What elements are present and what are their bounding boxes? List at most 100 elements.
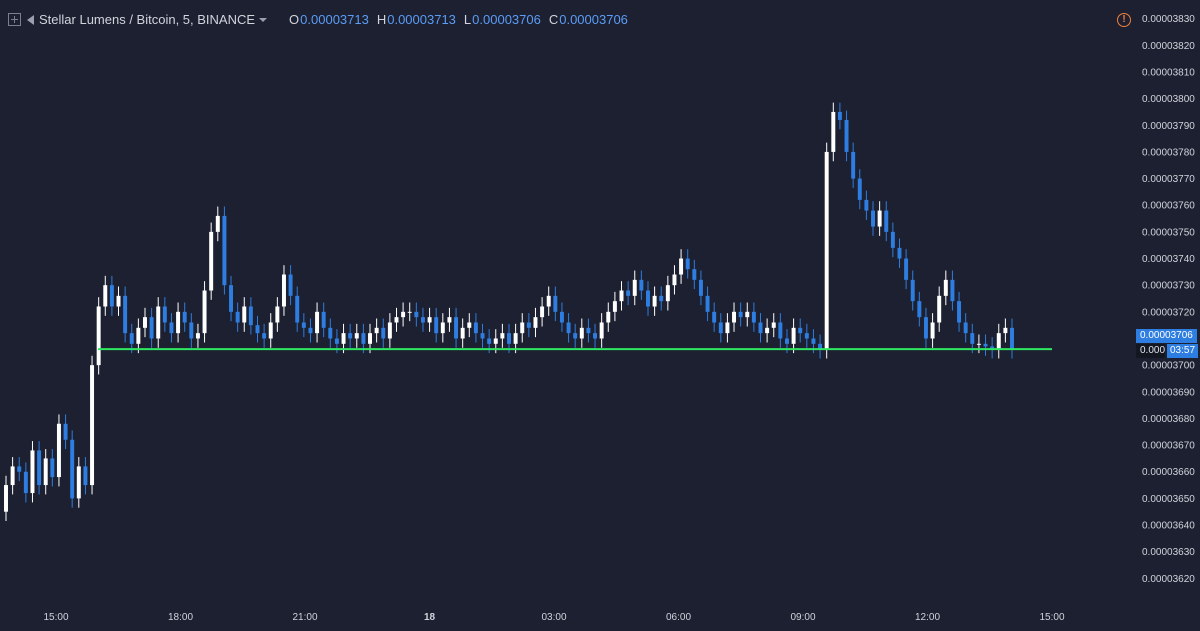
candle-up: [440, 322, 445, 334]
candle-down: [758, 322, 763, 334]
price-tick-label: 0.00003630: [1142, 547, 1195, 558]
candle-down: [123, 295, 128, 334]
price-tick-label: 0.00003620: [1142, 574, 1195, 585]
candle-up: [76, 466, 81, 499]
time-tick-label: 12:00: [915, 612, 940, 623]
candle-down: [301, 322, 306, 328]
candle-down: [1010, 327, 1014, 350]
candle-up: [268, 322, 273, 339]
ohlc-close-key: C: [548, 12, 559, 27]
candle-down: [957, 301, 962, 323]
time-tick-label: 18: [424, 612, 436, 623]
candle-up: [612, 301, 617, 312]
candle-down: [235, 311, 240, 323]
candle-down: [566, 322, 571, 334]
candle-down: [321, 311, 326, 328]
candle-up: [10, 466, 15, 486]
candle-down: [871, 210, 875, 227]
candle-down: [526, 322, 531, 328]
candle-down: [248, 306, 253, 326]
candle-up: [665, 285, 670, 302]
candle-up: [679, 258, 684, 275]
candle-down: [70, 439, 75, 499]
candle-down: [586, 327, 591, 334]
candle-up: [156, 306, 161, 339]
candle-down: [778, 322, 783, 339]
candle-down: [897, 247, 902, 259]
alert-icon[interactable]: !: [1117, 13, 1131, 27]
candle-down: [712, 311, 717, 323]
candle-down: [434, 317, 439, 334]
bar-countdown-tag: 03:57: [1167, 344, 1199, 358]
candle-down: [804, 333, 809, 339]
candle-down: [573, 333, 578, 339]
candle-down: [990, 346, 995, 350]
candle-up: [96, 306, 101, 366]
time-axis[interactable]: 15:00 18:00 21:00 18 03:00 06:00 09:00 12:00 15:…: [43, 612, 1064, 623]
candle-down: [884, 210, 889, 232]
time-tick-label: 06:00: [666, 612, 691, 623]
price-tick-label: 0.00003820: [1142, 41, 1195, 52]
dropdown-caret-icon[interactable]: [259, 17, 268, 22]
candle-up: [732, 311, 737, 323]
candle-down: [917, 301, 922, 318]
candle-down: [83, 466, 88, 486]
price-tick-label: 0.00003800: [1142, 94, 1195, 105]
candle-down: [970, 333, 975, 344]
candle-down: [685, 258, 690, 270]
price-tick-label: 0.00003740: [1142, 254, 1195, 265]
candle-up: [315, 311, 320, 334]
candle-down: [559, 311, 564, 323]
candle-down: [149, 317, 154, 339]
candle-down: [414, 311, 419, 318]
candle-up: [546, 295, 551, 307]
candle-down: [983, 343, 988, 347]
candle-up: [579, 327, 584, 339]
candle-down: [646, 290, 650, 307]
chart-properties-icon[interactable]: [8, 13, 21, 26]
ohlc-close-value: 0.00003706: [559, 12, 628, 27]
candle-down: [63, 423, 68, 440]
candle-up: [745, 311, 750, 318]
candle-down: [129, 333, 134, 344]
candle-up: [401, 311, 406, 318]
candle-down: [857, 178, 862, 200]
candle-up: [937, 295, 942, 323]
flag-icon[interactable]: [27, 14, 34, 25]
candle-down: [784, 338, 789, 344]
candle-up: [765, 327, 770, 334]
candle-down: [37, 450, 42, 486]
price-tick-label: 0.00003790: [1142, 121, 1195, 132]
candle-down: [963, 322, 968, 334]
candle-up: [493, 338, 498, 344]
candle-down: [308, 327, 313, 334]
price-axis[interactable]: 0.00003620 0.00003630 0.00003640 0.00003650…: [1142, 14, 1195, 585]
candle-down: [910, 279, 915, 302]
candle-down: [904, 258, 909, 280]
candle-up: [275, 306, 280, 323]
candle-up: [824, 151, 829, 350]
candle-down: [593, 333, 598, 339]
countdown-price-prefix: 0.000: [1136, 344, 1166, 358]
candle-down: [639, 279, 644, 291]
price-tick-label: 0.00003720: [1142, 307, 1195, 318]
candle-down: [751, 311, 756, 323]
candle-down: [255, 325, 260, 334]
price-tick-label: 0.00003770: [1142, 174, 1195, 185]
symbol-title[interactable]: Stellar Lumens / Bitcoin, 5, BINANCE: [39, 12, 256, 27]
candle-up: [30, 450, 35, 494]
candle-down: [818, 343, 823, 350]
time-tick-label: 15:00: [1039, 612, 1064, 623]
price-tick-label: 0.00003810: [1142, 67, 1195, 78]
candle-down: [288, 274, 293, 296]
candle-down: [864, 199, 869, 211]
candle-down: [189, 322, 194, 339]
price-tick-label: 0.00003680: [1142, 414, 1195, 425]
candle-up: [368, 333, 372, 344]
candle-up: [791, 327, 796, 344]
candle-down: [23, 471, 28, 494]
candle-up: [103, 285, 108, 307]
candle-up: [460, 327, 465, 339]
time-tick-label: 03:00: [541, 612, 566, 623]
